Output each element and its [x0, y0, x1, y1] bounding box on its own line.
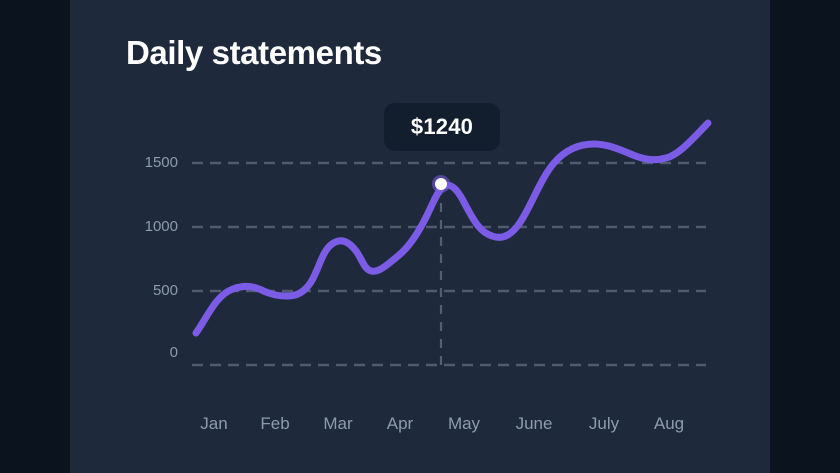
series-line: [192, 119, 712, 337]
y-axis-tick-0: 0: [169, 344, 178, 361]
marker-dot: [435, 178, 447, 190]
x-axis-tick-aug: Aug: [653, 414, 685, 433]
y-axis-tick-1500: 1500: [144, 154, 178, 171]
x-axis-tick-july: July: [588, 414, 620, 433]
y-axis-tick-500: 500: [152, 282, 178, 299]
x-axis-tick-apr: Apr: [386, 414, 414, 433]
x-axis-tick-jan: Jan: [200, 414, 228, 433]
y-axis-tick-1000: 1000: [144, 218, 178, 235]
data-point-marker[interactable]: [432, 175, 450, 193]
x-axis-tick-june: June: [515, 414, 553, 433]
page-title: Daily statements: [126, 34, 382, 71]
tooltip-value-label: $1240: [410, 114, 474, 139]
x-axis-tick-feb: Feb: [260, 414, 290, 433]
x-axis-tick-may: May: [447, 414, 481, 433]
value-tooltip[interactable]: $1240: [384, 103, 500, 151]
gridlines-horizontal: [192, 161, 706, 367]
chart-card: [70, 0, 770, 473]
x-axis-tick-mar: Mar: [323, 414, 353, 433]
